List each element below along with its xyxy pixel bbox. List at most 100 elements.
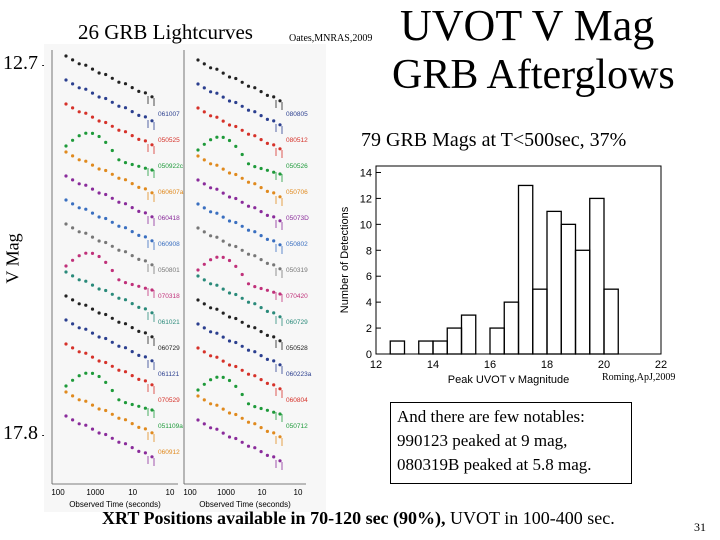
lightcurve-label: 051109a: [158, 423, 183, 430]
lightcurve-point: [234, 196, 238, 201]
lightcurve-point: [77, 398, 81, 402]
lightcurve-point: [227, 258, 232, 263]
lightcurve-point: [143, 91, 147, 95]
lightcurve-point: [71, 378, 75, 382]
lightcurve-point: [84, 207, 88, 211]
lightcurve-point: [90, 187, 95, 191]
lightcurve-label: 060607a: [158, 189, 184, 196]
lightcurve-point: [215, 375, 219, 379]
lightcurve-point: [104, 432, 108, 437]
lightcurve-point: [143, 406, 147, 410]
x-tick-label: 22: [655, 359, 667, 371]
lightcurve-point: [209, 282, 213, 286]
lightcurve-point: [272, 359, 276, 363]
lightcurve-point: [234, 436, 238, 441]
lightcurve-point: [240, 440, 244, 444]
lightcurve-point: [84, 159, 88, 163]
lightcurve-point: [265, 288, 269, 292]
lightcurve-point: [64, 174, 68, 178]
lightcurve-point: [240, 344, 244, 348]
lightcurve-point: [253, 446, 257, 450]
lightcurve-point: [253, 405, 257, 409]
lightcurve-label: 060729: [286, 319, 308, 326]
lightcurve-point: [221, 407, 225, 411]
lightcurve-point: [202, 110, 206, 114]
lightcurve-point: [64, 384, 68, 388]
lightcurve-point: [150, 143, 154, 147]
lightcurve-point: [215, 91, 219, 95]
lightcurve-label: 050525: [158, 137, 180, 144]
lightcurve-point: [117, 398, 121, 402]
lightcurve-point: [246, 108, 251, 112]
lightcurve-point: [97, 167, 101, 171]
lightcurve-point: [64, 264, 68, 268]
lightcurve-point: [77, 302, 81, 306]
lightcurve-point: [265, 168, 269, 172]
lightcurve-point: [272, 311, 276, 315]
lightcurve-point: [77, 326, 81, 330]
lightcurve-point: [265, 381, 269, 385]
lightcurve-point: [246, 300, 251, 304]
lightcurve-point: [221, 287, 225, 291]
lightcurve-point: [227, 315, 232, 319]
lightcurve-point: [272, 215, 276, 219]
lightcurve-point: [110, 412, 114, 416]
lightcurve-panel: 061007 050525 050922c 060607a 060418 060908 05…: [44, 44, 326, 512]
lightcurve-point: [196, 418, 200, 422]
lightcurve-x-tick: 100: [183, 488, 197, 497]
lightcurve-point: [259, 286, 263, 291]
lightcurve-label: 080805: [286, 111, 308, 118]
lightcurve-point: [77, 134, 81, 138]
lightcurve-point: [215, 163, 219, 167]
lightcurve-point: [104, 168, 108, 173]
lightcurve-point: [130, 374, 134, 378]
lightcurve-point: [84, 303, 88, 307]
lightcurve-point: [234, 100, 238, 105]
lightcurve-point: [253, 230, 257, 234]
lightcurve-point: [221, 119, 225, 123]
lightcurve-point: [240, 104, 244, 108]
lightcurve-point: [240, 368, 244, 372]
lightcurve-point: [215, 211, 219, 215]
lightcurve-point: [246, 84, 251, 88]
lightcurve-point: [137, 185, 141, 189]
lightcurve-point: [202, 62, 206, 66]
lightcurve-point: [123, 106, 128, 110]
lightcurve-label: 05073D: [286, 215, 309, 222]
main-title-line1: UVOT V Mag: [400, 1, 655, 50]
lightcurve-point: [71, 106, 75, 110]
histogram-bar: [532, 288, 548, 355]
y-axis-label: Number of Detections: [339, 206, 351, 313]
lightcurve-point: [137, 209, 141, 213]
lightcurve-point: [110, 436, 114, 440]
lightcurve-point: [143, 355, 147, 359]
lightcurve-point: [123, 322, 128, 326]
lightcurve-label: 050712: [286, 423, 308, 430]
lightcurve-point: [77, 374, 81, 378]
lightcurve-label: 061121: [158, 371, 180, 378]
lightcurve-point: [215, 307, 219, 311]
lightcurve-point: [130, 282, 134, 287]
lightcurve-point: [143, 307, 147, 311]
lightcurve-point: [64, 102, 68, 106]
lightcurve-point: [227, 123, 232, 127]
lightcurve-point: [84, 399, 88, 403]
lightcurve-point: [150, 335, 154, 339]
lightcurve-point: [259, 234, 263, 238]
lightcurve-point: [202, 182, 206, 186]
lightcurve-point: [71, 202, 75, 206]
lightcurve-point: [71, 82, 75, 86]
lightcurve-point: [272, 410, 276, 414]
lightcurve-point: [137, 164, 141, 168]
lightcurve-point: [130, 230, 134, 234]
y-tick-label: 6: [366, 271, 372, 283]
lightcurve-point: [150, 191, 154, 195]
lightcurve-point: [209, 426, 213, 430]
histogram-bar: [589, 197, 605, 355]
lightcurve-point: [64, 150, 68, 154]
lightcurve-point: [143, 259, 147, 263]
lightcurve-point: [64, 414, 68, 418]
y-tick-label: 2: [366, 323, 372, 335]
lightcurve-point: [110, 196, 114, 200]
lightcurve-point: [110, 124, 114, 128]
